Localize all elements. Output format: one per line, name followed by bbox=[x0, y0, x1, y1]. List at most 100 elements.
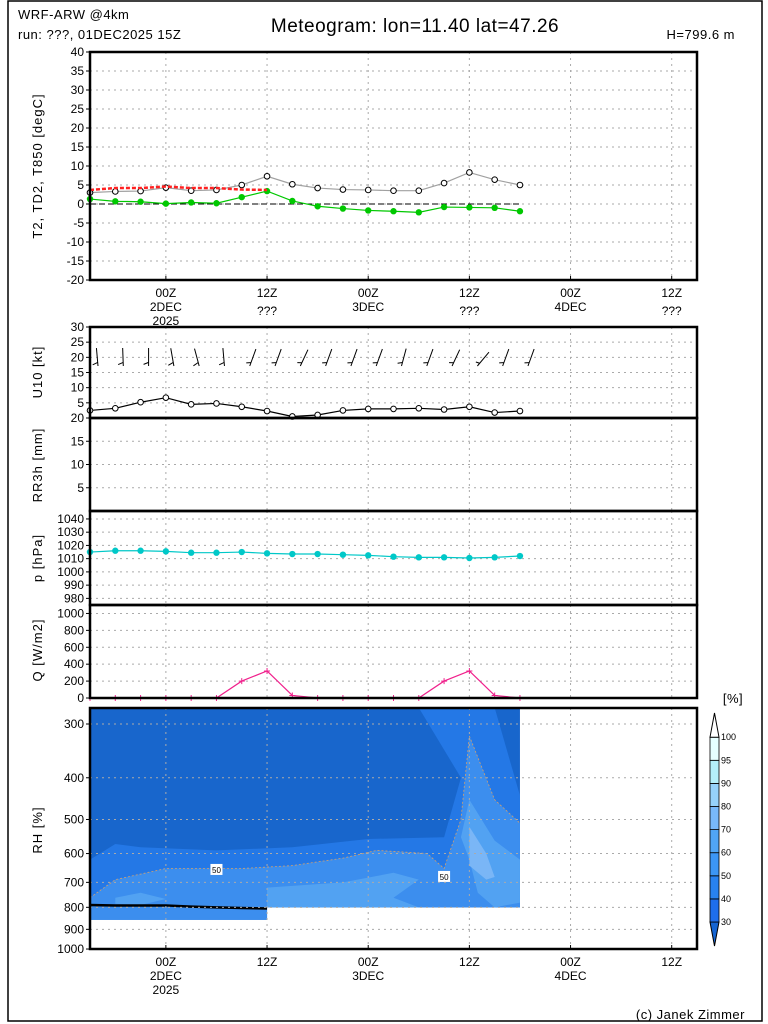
point-p bbox=[213, 549, 220, 556]
y-tick-label: 40 bbox=[71, 45, 85, 59]
x-tick-label: 2025 bbox=[153, 314, 180, 328]
colorbar-label: 100 bbox=[721, 732, 736, 742]
y-axis-title-wind: U10 [kt] bbox=[30, 346, 45, 399]
y-tick-label: 5 bbox=[77, 396, 84, 410]
y-tick-label: 0 bbox=[77, 691, 84, 705]
wind-barb-tick bbox=[168, 362, 174, 366]
y-tick-label: 30 bbox=[71, 320, 85, 334]
y-tick-label: 600 bbox=[64, 847, 84, 861]
x-tick-label: 00Z bbox=[560, 286, 581, 300]
colorbar-label: 30 bbox=[721, 917, 731, 927]
series-line-T850 bbox=[89, 185, 268, 192]
contour-label: 50 bbox=[440, 873, 449, 882]
y-axis-title-rain: RR3h [mm] bbox=[30, 428, 45, 503]
point-U10 bbox=[440, 406, 448, 413]
colorbar-bin bbox=[709, 759, 720, 784]
point-p bbox=[137, 547, 144, 554]
point-TD2 bbox=[238, 193, 245, 201]
wind-barb bbox=[122, 347, 124, 367]
y-tick-label: 15 bbox=[71, 140, 85, 154]
point-TD2 bbox=[339, 205, 347, 212]
model-label: WRF-ARW @4km bbox=[18, 7, 129, 22]
panel-frame-rh bbox=[88, 706, 699, 951]
point-T2 bbox=[440, 179, 448, 187]
point-TD2 bbox=[390, 208, 397, 215]
point-U10 bbox=[213, 400, 220, 407]
x-tick-label: 12Z bbox=[661, 955, 682, 969]
point-TD2 bbox=[466, 204, 473, 211]
point-TD2 bbox=[440, 203, 448, 211]
point-T2 bbox=[390, 187, 397, 194]
wind-barb bbox=[95, 348, 99, 367]
point-TD2 bbox=[314, 203, 321, 210]
point-U10 bbox=[162, 394, 170, 401]
point-p bbox=[339, 551, 347, 558]
wind-barb bbox=[502, 348, 510, 367]
point-TD2 bbox=[213, 200, 220, 207]
colorbar-label: 60 bbox=[721, 848, 731, 858]
rh-fill-60 bbox=[460, 799, 520, 908]
point-U10 bbox=[415, 404, 423, 412]
wind-barb bbox=[451, 349, 461, 367]
wind-barb-tick bbox=[475, 361, 480, 364]
y-tick-label: 800 bbox=[64, 623, 84, 637]
series bbox=[86, 169, 535, 701]
colorbar-high-arrow bbox=[709, 712, 720, 738]
colorbar-label: 50 bbox=[721, 871, 731, 881]
wind-barb bbox=[325, 348, 333, 367]
colorbar-bin bbox=[709, 852, 720, 877]
point-p bbox=[440, 554, 448, 561]
y-tick-label: 200 bbox=[64, 674, 84, 688]
point-p bbox=[263, 550, 271, 557]
point-T2 bbox=[339, 186, 347, 193]
panel-frame-temp bbox=[88, 50, 699, 282]
x-tick-label: 4DEC bbox=[555, 300, 587, 314]
y-tick-label: -5 bbox=[73, 216, 84, 230]
x-tick-label: 12Z bbox=[257, 955, 278, 969]
wind-barb bbox=[401, 348, 407, 367]
wind-barb bbox=[476, 351, 490, 367]
wind-barb-tick bbox=[143, 361, 149, 365]
wind-barb bbox=[375, 348, 383, 367]
x-tick-label: ??? bbox=[662, 304, 682, 318]
colorbar-label: 80 bbox=[721, 802, 731, 812]
x-tick-label: 2DEC bbox=[150, 300, 182, 314]
wind-barb bbox=[170, 348, 175, 367]
series-line-p bbox=[89, 550, 520, 559]
x-tick-label: 12Z bbox=[661, 286, 682, 300]
point-TD2 bbox=[137, 198, 144, 205]
point-U10 bbox=[516, 407, 524, 415]
contour-label-box bbox=[210, 863, 223, 875]
y-tick-label: 20 bbox=[71, 350, 85, 364]
y-tick-label: 1000 bbox=[57, 606, 84, 620]
y-tick-label: 1030 bbox=[57, 525, 84, 539]
wind-barb bbox=[194, 348, 200, 367]
colorbar-label: 90 bbox=[721, 778, 731, 788]
y-tick-label: 20 bbox=[71, 121, 85, 135]
y-tick-label: 400 bbox=[64, 771, 84, 785]
run-label: run: ???, 01DEC2025 15Z bbox=[18, 27, 181, 42]
y-axis-title-rh: RH [%] bbox=[30, 806, 45, 853]
wind-barb-tick bbox=[193, 362, 199, 367]
chart-title: Meteogram: lon=11.40 lat=47.26 bbox=[271, 16, 559, 37]
series-line-TD2 bbox=[89, 190, 521, 213]
y-axis-title-temp: T2, TD2, T850 [degC] bbox=[30, 93, 45, 238]
rh-fill-70 bbox=[469, 826, 495, 880]
grid bbox=[90, 52, 697, 949]
point-p bbox=[491, 554, 498, 561]
point-T2 bbox=[415, 187, 423, 194]
credit: (c) Janek Zimmer bbox=[636, 1007, 745, 1022]
x-tick-label: 12Z bbox=[459, 955, 480, 969]
wind-barb bbox=[222, 348, 225, 367]
point-TD2 bbox=[112, 198, 119, 205]
point-T2 bbox=[491, 176, 498, 183]
y-tick-label: 900 bbox=[64, 922, 84, 936]
y-axis-title-radiation: Q [W/m2] bbox=[30, 619, 45, 682]
wind-barb-tick bbox=[92, 361, 98, 366]
point-Q bbox=[264, 667, 271, 674]
point-T2 bbox=[238, 181, 246, 189]
y-tick-label: 10 bbox=[71, 458, 85, 472]
wind-barb bbox=[274, 348, 282, 367]
x-tick-label: ??? bbox=[257, 304, 277, 318]
